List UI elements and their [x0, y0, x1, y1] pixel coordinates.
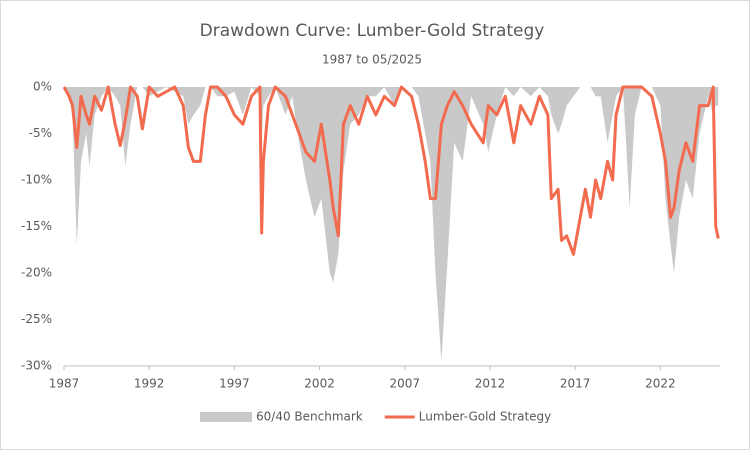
- legend-swatch: [200, 412, 252, 422]
- chart-subtitle: 1987 to 05/2025: [322, 53, 422, 67]
- legend-label: Lumber-Gold Strategy: [419, 410, 552, 424]
- benchmark-area: [64, 87, 719, 362]
- x-tick-label: 2017: [560, 377, 591, 391]
- x-tick-label: 1987: [49, 377, 80, 391]
- y-tick-label: -20%: [21, 266, 52, 280]
- y-tick-label: -5%: [29, 126, 52, 140]
- y-tick-label: -10%: [21, 173, 52, 187]
- y-tick-label: -25%: [21, 312, 52, 326]
- x-tick-label: 2007: [390, 377, 421, 391]
- y-tick-label: 0%: [33, 80, 52, 94]
- y-tick-label: -15%: [21, 219, 52, 233]
- y-tick-label: -30%: [21, 359, 52, 373]
- x-tick-label: 2002: [304, 377, 335, 391]
- chart-title: Drawdown Curve: Lumber-Gold Strategy: [200, 21, 545, 41]
- strategy-line: [62, 85, 720, 256]
- x-tick-label: 2012: [475, 377, 506, 391]
- x-tick-label: 1992: [134, 377, 165, 391]
- x-tick-label: 1997: [219, 377, 250, 391]
- x-tick-label: 2022: [645, 377, 676, 391]
- legend-label: 60/40 Benchmark: [256, 410, 363, 424]
